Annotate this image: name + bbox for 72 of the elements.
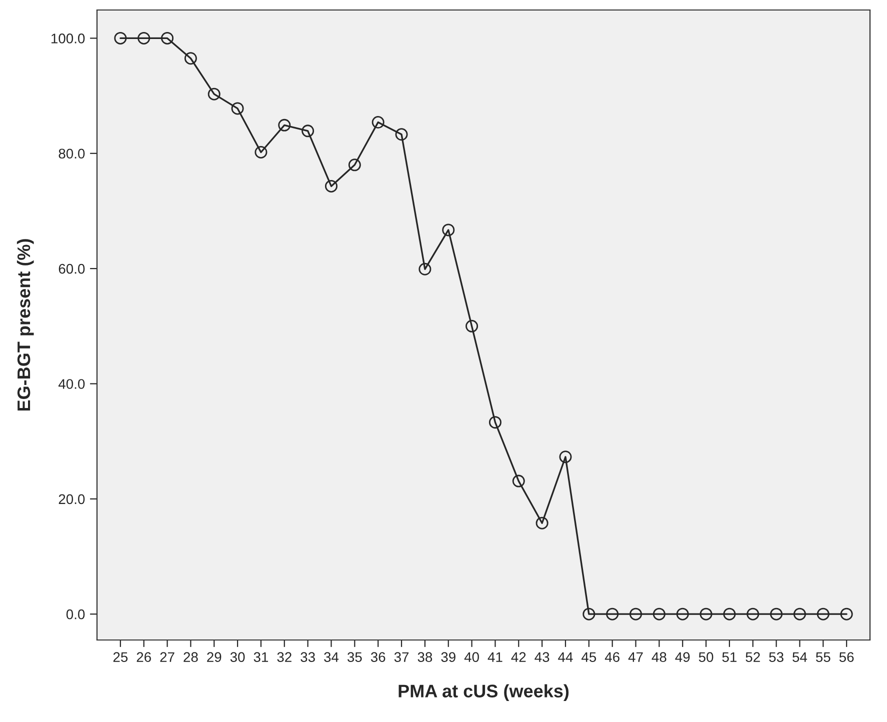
point (208, 88, 220, 100)
x-tick-label: 49 (675, 652, 690, 662)
point (138, 32, 150, 44)
x-tick-label: 56 (839, 652, 854, 662)
point (348, 158, 361, 172)
point (652, 608, 666, 620)
point (161, 32, 174, 44)
point (512, 474, 525, 488)
y-tick-label: 80.0 (58, 148, 85, 159)
point (723, 608, 736, 620)
point (231, 102, 244, 115)
x-tick-label: 46 (604, 652, 620, 662)
x-tick-label: 48 (652, 652, 666, 662)
x-tick-label: 33 (300, 652, 315, 662)
y-tick-label: 100.0 (52, 34, 85, 44)
point (746, 608, 760, 620)
point (372, 116, 384, 129)
x-tick-label: 30 (230, 652, 245, 662)
y-tick-label: 60.0 (58, 264, 85, 274)
point (488, 416, 502, 429)
point (606, 608, 619, 620)
x-tick-label: 43 (534, 652, 550, 662)
x-tick-label: 28 (184, 652, 198, 662)
x-tick-label: 55 (816, 652, 830, 662)
point (324, 180, 338, 192)
x-tick-label: 32 (277, 652, 292, 662)
point (700, 608, 712, 620)
point (395, 128, 408, 141)
x-tick-label: 53 (769, 652, 784, 662)
point (840, 608, 853, 620)
x-tick-label: 50 (698, 652, 714, 662)
point (302, 124, 314, 138)
point (630, 608, 642, 620)
point (418, 262, 432, 276)
x-axis-title: PMA at cUS (weeks) (398, 684, 569, 702)
point (582, 608, 596, 620)
x-tick-label: 51 (722, 652, 736, 662)
x-tick-label: 29 (207, 652, 222, 662)
x-tick-label: 40 (464, 652, 479, 662)
x-tick-label: 31 (254, 652, 268, 662)
point (536, 516, 548, 530)
point (466, 320, 478, 332)
x-tick-label: 37 (394, 652, 409, 662)
x-tick-label: 26 (136, 652, 151, 662)
point (676, 608, 689, 620)
point (278, 118, 291, 132)
x-tick-label: 42 (511, 652, 526, 662)
point (559, 450, 572, 464)
x-tick-label: 52 (746, 652, 760, 662)
x-tick-label: 38 (418, 652, 432, 662)
x-tick-label: 35 (347, 652, 362, 662)
x-tick-label: 36 (370, 652, 386, 662)
point (793, 608, 806, 620)
x-tick-label: 27 (160, 652, 174, 662)
y-axis-title: EG-BGT present (%) (16, 239, 34, 411)
point (254, 146, 268, 158)
x-tick-label: 25 (113, 652, 128, 662)
x-tick-label: 34 (324, 652, 339, 662)
y-tick-label: 40.0 (58, 379, 85, 389)
point (184, 52, 197, 65)
x-tick-label: 45 (582, 652, 596, 662)
x-tick-label: 39 (441, 652, 456, 662)
y-tick-label: 20.0 (58, 494, 85, 504)
point (816, 608, 830, 620)
x-tick-label: 54 (792, 652, 808, 662)
x-tick-label: 47 (628, 652, 643, 662)
x-tick-label: 44 (558, 652, 573, 662)
x-tick-label: 41 (488, 652, 502, 662)
point (114, 32, 127, 44)
y-tick-label: 0.0 (66, 609, 85, 620)
point (770, 608, 783, 620)
point (442, 224, 455, 236)
